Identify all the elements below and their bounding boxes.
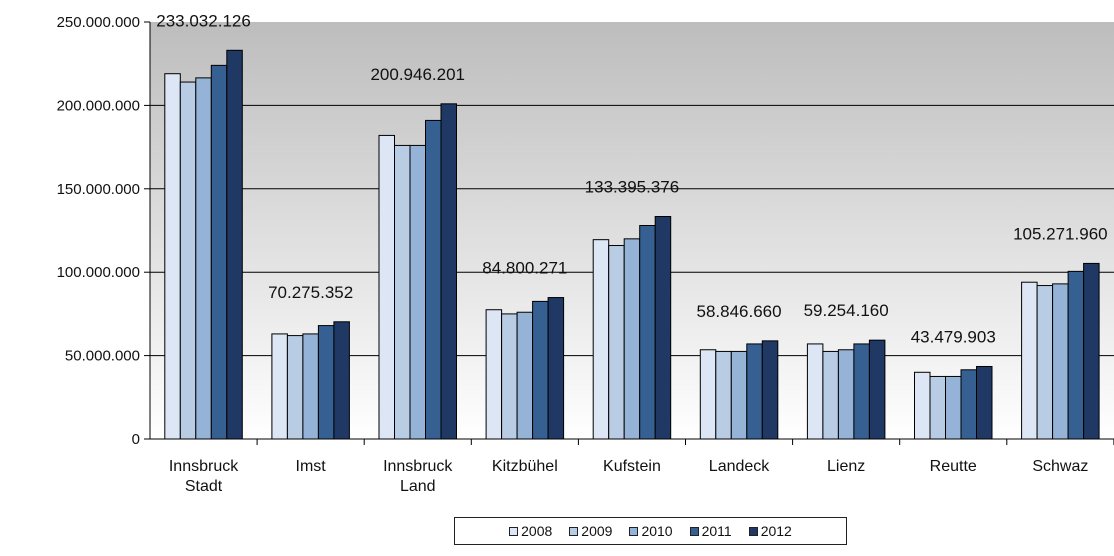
bar-2008: [485, 309, 503, 440]
bar-2011: [425, 119, 442, 440]
bar-2008: [806, 343, 824, 440]
bar-2008: [378, 134, 395, 440]
bar-2012: [654, 215, 672, 440]
y-tick-label: 200.000.000: [57, 97, 140, 114]
bar-2010: [409, 144, 426, 440]
bar-2009: [715, 350, 732, 440]
legend-item: 2010: [629, 523, 673, 539]
bar-2010: [837, 349, 855, 440]
legend-label: 2008: [521, 523, 553, 539]
legend-item: 2011: [689, 523, 732, 539]
legend-item: 2009: [569, 523, 612, 539]
bar-2010: [516, 311, 534, 440]
data-label: 200.946.201: [370, 65, 465, 84]
bar-2008: [699, 349, 717, 440]
bar-2012: [761, 340, 779, 440]
data-labels: 233.032.126 70.275.352 200.946.201 84.800.2…: [156, 11, 1107, 346]
y-tick-label: 100.000.000: [57, 264, 140, 281]
y-tick-labels: 0 50.000.000 100.000.000 150.000.000 200.000…: [57, 14, 140, 448]
data-label: 84.800.271: [482, 259, 567, 278]
x-category-label: Innsbruck Stadt: [169, 458, 239, 495]
legend: 2008 2009 2010 2011 2012: [454, 517, 847, 545]
bar-2010: [302, 333, 319, 440]
bar-2012: [868, 339, 886, 440]
bar-2009: [822, 350, 839, 440]
legend-swatch: [748, 526, 758, 536]
bar-2008: [592, 239, 610, 440]
legend-swatch: [509, 526, 519, 536]
bar-2012: [226, 49, 243, 440]
x-category-label: Lienz: [827, 458, 865, 475]
bar-2011: [532, 300, 549, 440]
data-label: 233.032.126: [156, 11, 251, 30]
y-tick-label: 150.000.000: [57, 181, 140, 198]
bar-2011: [639, 224, 656, 440]
x-category-label: Kufstein: [603, 458, 661, 475]
bar-2009: [394, 144, 411, 440]
bar-2010: [730, 350, 748, 440]
bars: [164, 49, 1100, 440]
bar-2012: [547, 297, 565, 440]
bar-2010: [1052, 283, 1069, 440]
bar-2009: [608, 245, 625, 440]
bar-2009: [286, 335, 304, 440]
bar-2011: [210, 64, 228, 440]
legend-item: 2008: [509, 523, 552, 539]
bar-2012: [976, 365, 993, 440]
bar-2009: [501, 313, 518, 440]
bar-2011: [960, 369, 977, 440]
data-label: 105.271.960: [1013, 224, 1108, 243]
data-label: 59.254.160: [804, 301, 889, 320]
bar-2011: [1067, 270, 1085, 440]
bar-2010: [623, 238, 641, 440]
bar-2012: [1083, 262, 1100, 440]
y-tick-label: 50.000.000: [65, 348, 140, 365]
data-label: 58.846.660: [697, 302, 782, 321]
legend-swatch: [629, 526, 639, 536]
bar-2012: [440, 103, 457, 440]
bar-2009: [179, 81, 197, 440]
bar-2009: [1036, 285, 1054, 440]
x-category-label: Reutte: [930, 458, 977, 475]
x-category-label: Kitzbühel: [492, 458, 558, 475]
y-tick-label: 250.000.000: [57, 14, 140, 31]
x-category-label: Landeck: [709, 458, 770, 475]
data-label: 133.395.376: [585, 177, 680, 196]
bar-2008: [914, 371, 931, 440]
bar-2011: [317, 325, 335, 440]
legend-swatch: [689, 526, 699, 536]
x-category-label: Innsbruck Land: [383, 458, 453, 495]
legend-label: 2009: [581, 523, 613, 539]
legend-label: 2012: [760, 523, 792, 539]
bar-2008: [1021, 281, 1038, 440]
bar-2009: [929, 375, 946, 440]
data-label: 43.479.903: [911, 327, 996, 346]
legend-label: 2010: [641, 523, 673, 539]
x-category-label: Schwaz: [1032, 458, 1088, 475]
x-category-label: Imst: [296, 458, 327, 475]
x-category-labels: Innsbruck Stadt Imst Innsbruck Land Kitzbühel…: [169, 458, 1089, 495]
bar-2011: [853, 343, 870, 440]
legend-label: 2011: [701, 523, 732, 539]
y-tick-label: 0: [132, 431, 140, 448]
bar-2010: [195, 77, 212, 440]
bar-2011: [746, 343, 763, 440]
data-label: 70.275.352: [268, 283, 353, 302]
bar-2010: [945, 375, 962, 440]
bar-2012: [333, 321, 350, 440]
bar-2008: [164, 73, 181, 440]
bar-2008: [271, 333, 288, 440]
legend-swatch: [569, 526, 579, 536]
axes: [144, 21, 1114, 445]
legend-item: 2012: [748, 523, 792, 539]
